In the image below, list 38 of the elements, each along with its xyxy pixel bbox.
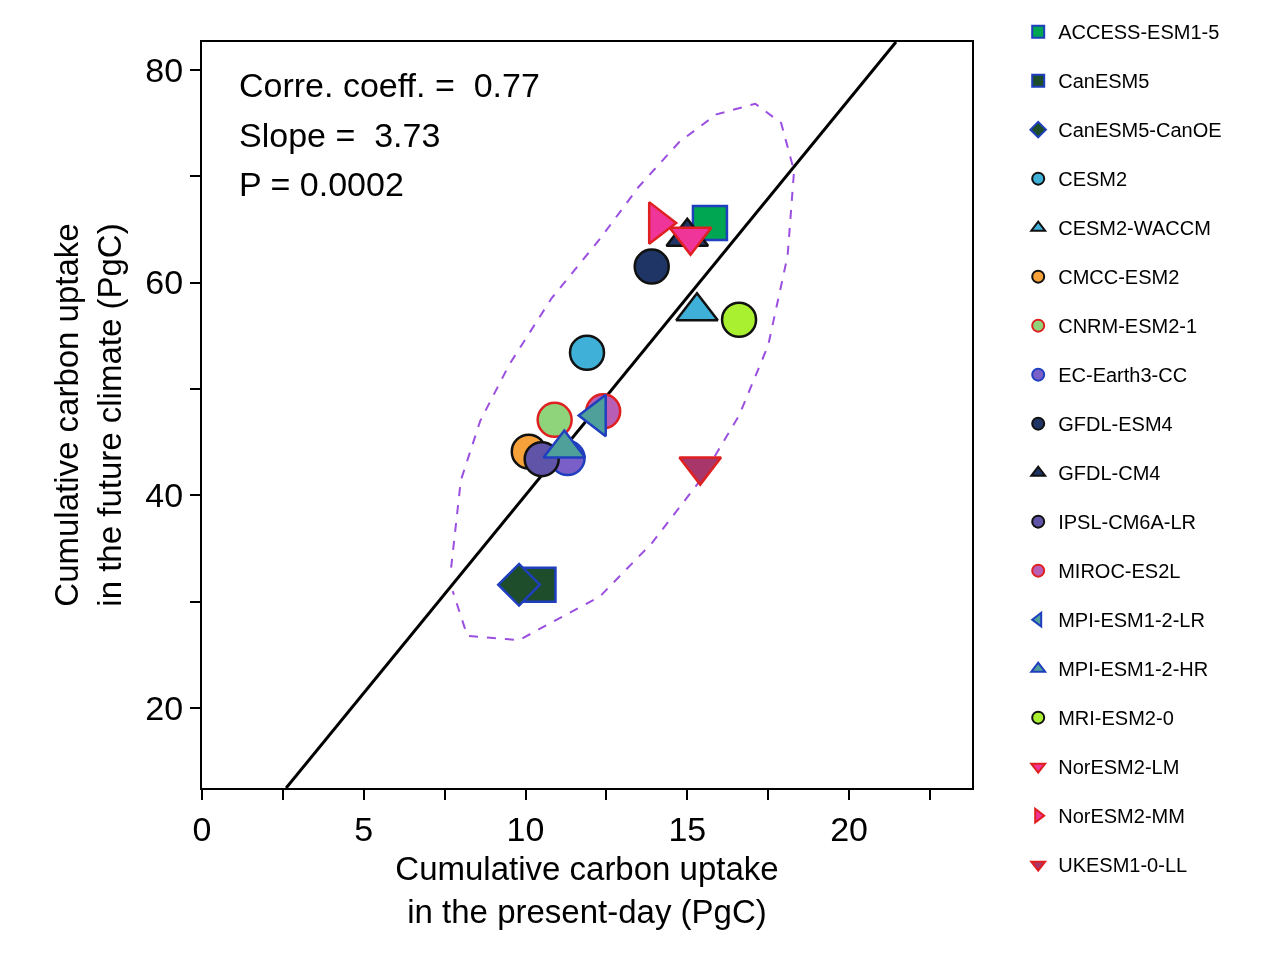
x-tick-label: 20 — [830, 809, 868, 848]
point — [497, 562, 542, 607]
legend-label: MIROC-ES2L — [1058, 560, 1181, 583]
legend-label: CESM2 — [1058, 168, 1128, 191]
legend-label: MPI-ESM1-2-HR — [1058, 658, 1209, 681]
legend-label: ACCESS-ESM1-5 — [1058, 21, 1220, 44]
legend-label: CNRM-ESM2-1 — [1058, 315, 1198, 338]
point — [633, 248, 670, 285]
legend-label: GFDL-CM4 — [1058, 462, 1161, 485]
annotation: Corre. coeff. = 0.77 — [239, 66, 540, 104]
y-tick-label: 20 — [145, 689, 184, 728]
x-tick-label: 10 — [506, 809, 545, 848]
y-tick-label: 80 — [145, 50, 184, 89]
annotation: P = 0.0002 — [239, 165, 404, 203]
y-tick-label: 40 — [145, 476, 184, 515]
legend-label: IPSL-CM6A-LR — [1058, 511, 1197, 534]
legend-label: CanESM5 — [1058, 70, 1150, 93]
legend-label: NorESM2-MM — [1058, 805, 1185, 828]
point — [720, 301, 758, 338]
legend-label: EC-Earth3-CC — [1058, 364, 1188, 387]
annotation: Slope = 3.73 — [239, 116, 441, 154]
point — [536, 401, 573, 439]
legend-label: MPI-ESM1-2-LR — [1058, 609, 1205, 632]
x-axis-title: Cumulative carbon uptake in the present-day (PgC) — [395, 849, 779, 930]
point — [568, 334, 606, 371]
legend-label: MRI-ESM2-0 — [1058, 707, 1174, 730]
y-axis-title: Cumulative carbon uptake in the future climate (PgC) — [47, 223, 128, 607]
legend-label: CESM2-WACCM — [1058, 217, 1211, 240]
y-tick-label: 60 — [145, 263, 184, 302]
legend-label: CanESM5-CanOE — [1058, 119, 1222, 142]
x-tick-label: 15 — [668, 809, 707, 848]
legend-label: GFDL-ESM4 — [1058, 413, 1173, 436]
legend-label: NorESM2-LM — [1058, 756, 1180, 779]
legend-label: UKESM1-0-LL — [1058, 854, 1188, 877]
legend-label: CMCC-ESM2 — [1058, 266, 1180, 289]
x-tick-label: 5 — [354, 809, 374, 848]
x-tick-label: 0 — [192, 809, 212, 848]
line-series — [450, 102, 796, 642]
